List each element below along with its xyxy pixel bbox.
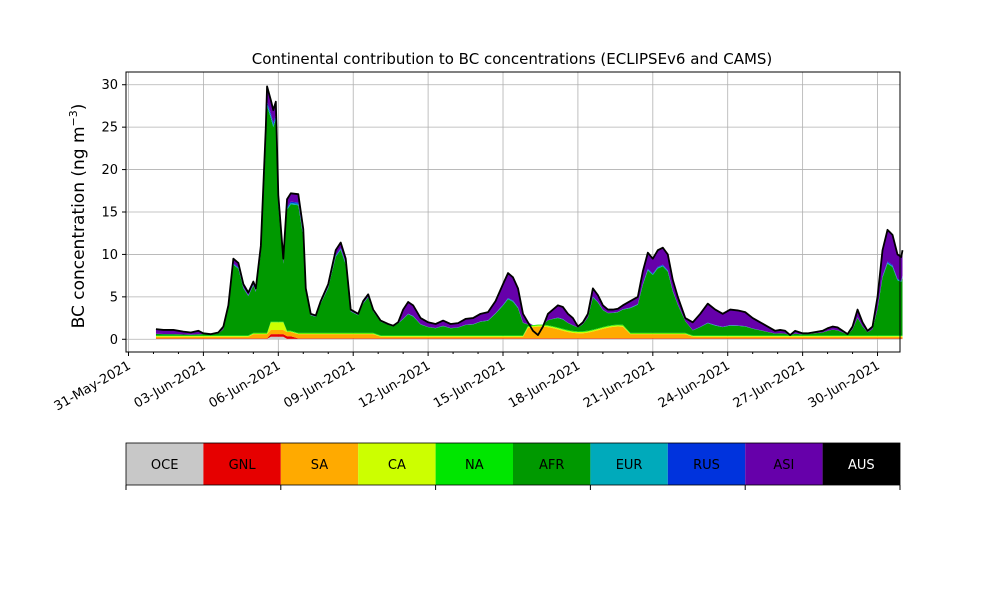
y-tick-label-25: 25 — [101, 121, 118, 136]
area-sa — [155, 326, 903, 339]
y-tick-label-0: 0 — [110, 333, 118, 348]
x-tick-label-9: 27-Jun-2021 — [731, 358, 808, 411]
y-axis-label: BC concentration (ng m−3) — [67, 104, 89, 329]
x-tick-label-10: 30-Jun-2021 — [806, 358, 883, 411]
legend-frame — [125, 442, 901, 486]
legend-swatch-afr — [513, 443, 591, 485]
x-tick-label-0: 31-May-2021 — [52, 358, 134, 414]
legend-colorbar: OCE GNL SA CA NA AFR EUR RUS ASI AUS — [125, 442, 901, 490]
y-tick-label-30: 30 — [101, 78, 118, 93]
legend-label-afr: AFR — [539, 458, 564, 473]
legend-label-gnl: GNL — [229, 458, 257, 473]
legend-swatch-aus — [822, 443, 900, 485]
x-tick-label-5: 15-Jun-2021 — [431, 358, 508, 411]
axis-layer: 0 5 10 15 20 25 30 31-May-202103-Jun-202106-Jun… — [52, 71, 901, 414]
legend-label-sa: SA — [311, 458, 328, 473]
y-tick-label-20: 20 — [101, 163, 118, 178]
x-tick-label-2: 06-Jun-2021 — [206, 358, 283, 411]
legend-swatch-oce — [126, 443, 204, 485]
chart-title: Continental contribution to BC concentra… — [252, 50, 773, 68]
legend-label-asi: ASI — [773, 458, 794, 473]
legend-swatch-na — [435, 443, 513, 485]
total-line — [155, 85, 904, 336]
legend-label-ca: CA — [388, 458, 406, 473]
y-tick-label-10: 10 — [101, 248, 118, 263]
y-tick-label-15: 15 — [101, 206, 118, 221]
area-afr — [155, 106, 903, 336]
legend-swatch-gnl — [203, 443, 281, 485]
area-oce — [155, 336, 903, 340]
legend-swatch-asi — [745, 443, 823, 485]
x-tick-label-6: 18-Jun-2021 — [506, 358, 583, 411]
x-tick-label-1: 03-Jun-2021 — [132, 358, 209, 411]
legend-swatch-rus — [667, 443, 746, 485]
legend-swatch-eur — [590, 443, 668, 485]
legend-label-eur: EUR — [616, 458, 643, 473]
legend-swatch-ca — [358, 443, 436, 485]
y-tick-label-5: 5 — [110, 290, 118, 305]
legend-label-oce: OCE — [151, 458, 179, 473]
x-tick-label-3: 09-Jun-2021 — [281, 358, 358, 411]
legend-label-na: NA — [465, 458, 484, 473]
legend-label-rus: RUS — [693, 458, 720, 473]
legend-swatch-sa — [280, 443, 359, 485]
x-tick-label-8: 24-Jun-2021 — [656, 358, 733, 411]
x-tick-label-4: 12-Jun-2021 — [356, 358, 433, 411]
stacked-area-layer — [155, 85, 904, 340]
x-tick-label-7: 21-Jun-2021 — [581, 358, 658, 411]
legend-label-aus: AUS — [848, 458, 875, 473]
